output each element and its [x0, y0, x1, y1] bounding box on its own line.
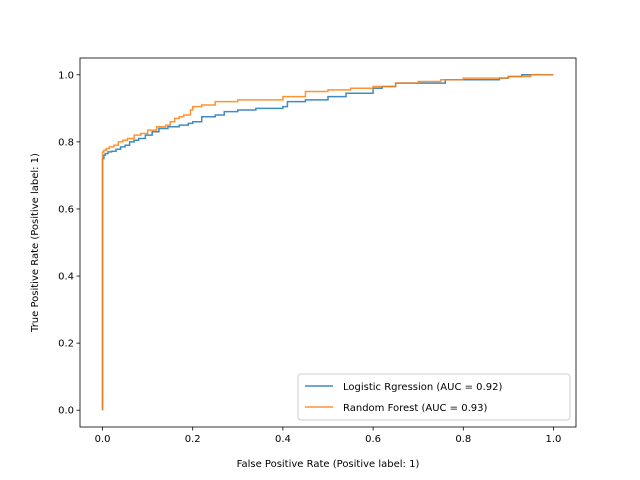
legend-label: Random Forest (AUC = 0.93)	[343, 403, 487, 414]
y-tick-label: 0.6	[58, 204, 74, 215]
plot-frame	[79, 57, 577, 428]
x-tick-label: 0.6	[365, 434, 381, 445]
y-tick-label: 0.0	[58, 406, 74, 417]
series-line-logistic-regression	[101, 74, 554, 411]
x-tick-label: 0.0	[95, 434, 111, 445]
legend-box	[297, 373, 571, 421]
y-tick-label: 0.8	[58, 137, 74, 148]
legend-label: Logistic Rgression (AUC = 0.92)	[343, 382, 502, 393]
x-tick-label: 0.2	[185, 434, 201, 445]
x-tick-label: 0.8	[455, 434, 471, 445]
y-tick-label: 1.0	[58, 70, 74, 81]
x-tick-label: 0.4	[275, 434, 291, 445]
x-axis: 0.0 0.2 0.4 0.6 0.8 1.0	[95, 427, 562, 445]
y-axis-label: True Positive Rate (Positive label: 1)	[30, 153, 41, 333]
series-layer	[101, 74, 554, 411]
y-axis: 0.0 0.2 0.4 0.6 0.8 1.0	[58, 70, 80, 417]
y-tick-label: 0.4	[58, 272, 74, 283]
x-tick-label: 1.0	[546, 434, 562, 445]
x-axis-label: False Positive Rate (Positive label: 1)	[237, 459, 420, 470]
series-line-random-forest	[101, 74, 554, 411]
legend: Logistic Rgression (AUC = 0.92) Random Fo…	[297, 373, 571, 421]
y-tick-label: 0.2	[58, 339, 74, 350]
